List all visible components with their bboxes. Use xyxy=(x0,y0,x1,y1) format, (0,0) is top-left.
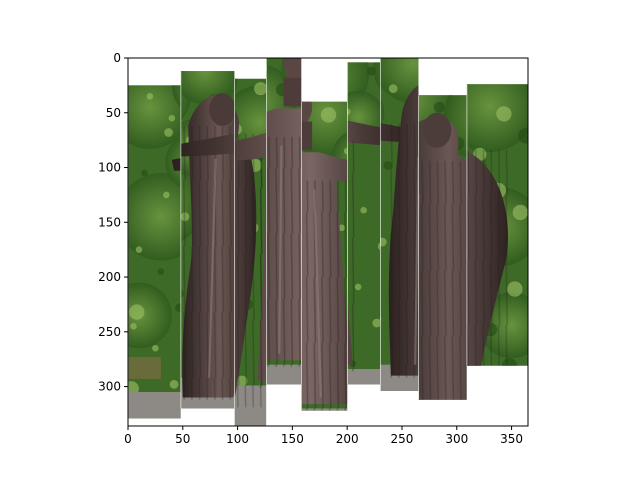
y-tick-label: 300 xyxy=(98,380,121,394)
x-tick-label: 350 xyxy=(500,432,523,446)
x-tick-label: 250 xyxy=(391,432,414,446)
y-tick-label: 100 xyxy=(98,161,121,175)
x-tick-label: 100 xyxy=(226,432,249,446)
x-tick-label: 0 xyxy=(124,432,132,446)
y-tick-label: 250 xyxy=(98,325,121,339)
y-tick-label: 50 xyxy=(106,106,121,120)
x-tick-label: 200 xyxy=(336,432,359,446)
x-tick-label: 150 xyxy=(281,432,304,446)
image-area xyxy=(128,58,528,426)
y-axis: 0 50 100 150 200 250 300 xyxy=(98,51,128,394)
image-strips xyxy=(128,58,528,426)
y-tick-label: 150 xyxy=(98,215,121,229)
x-tick-label: 50 xyxy=(175,432,190,446)
y-tick-label: 200 xyxy=(98,270,121,284)
y-tick-label: 0 xyxy=(113,51,121,65)
axes-frame xyxy=(127,57,529,427)
x-axis: 0 50 100 150 200 250 300 350 xyxy=(124,426,523,446)
x-tick-label: 300 xyxy=(445,432,468,446)
